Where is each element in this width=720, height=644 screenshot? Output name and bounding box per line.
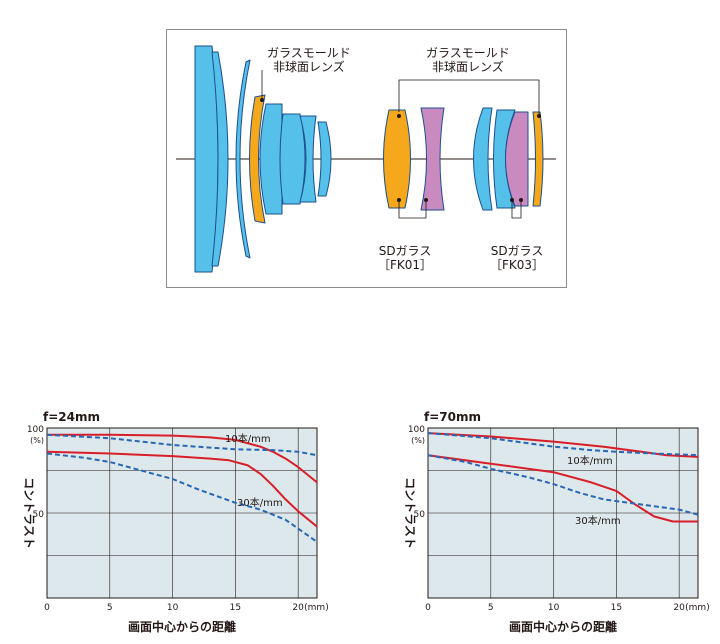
lens-element-2 (211, 51, 229, 267)
x-axis-label: 画面中心からの距離 (128, 619, 236, 634)
y-unit-label: (%) (30, 436, 44, 445)
callout-dot (260, 98, 264, 102)
lens-element-6 (279, 113, 306, 205)
callout-dot (424, 198, 428, 202)
y-tick-label: 100 (27, 425, 44, 435)
label-line: SDガラス (378, 244, 432, 258)
mtf-line-dashed (46, 452, 318, 543)
x-tick-label: 0 (44, 603, 50, 613)
label-line: ［FK01］ (378, 258, 433, 272)
callout-sd-2 (511, 200, 522, 219)
mtf-line-solid (46, 450, 318, 528)
lens-element-fk03-middle (420, 107, 445, 211)
series-annotation: 10本/mm (567, 454, 613, 467)
callout-dot (397, 198, 401, 202)
mtf-line-dashed (427, 454, 699, 516)
x-unit-label: (mm) (304, 603, 329, 613)
chart-title: f=24mm (43, 410, 100, 424)
x-tick-label: 5 (107, 603, 113, 613)
callout-dot (510, 198, 514, 202)
y-axis-label: コントラスト (22, 477, 36, 549)
callout-dot (397, 114, 401, 118)
x-tick-label: 20 (673, 603, 685, 613)
y-tick-label: 50 (33, 510, 45, 520)
x-tick-label: 5 (488, 603, 494, 613)
label-sd-glass-fk03: SDガラス ［FK03］ (490, 244, 544, 272)
x-tick-label: 15 (611, 603, 622, 613)
mtf-line-solid (427, 432, 699, 458)
lens-element-7 (299, 115, 317, 203)
label-line: ガラスモールド (267, 46, 351, 60)
series-annotation: 30本/mm (575, 514, 621, 527)
label-line: SDガラス (490, 244, 544, 258)
lens-element-5 (259, 103, 283, 215)
chart-title: f=70mm (424, 410, 481, 424)
mold-aspherical-lens-2 (532, 111, 544, 207)
label-mold-aspherical-1: ガラスモールド 非球面レンズ (267, 46, 351, 74)
callout-mold-2 (398, 79, 540, 116)
y-tick-label: 100 (408, 425, 425, 435)
lens-element-3 (235, 59, 251, 259)
mtf-line-dashed (427, 432, 699, 457)
label-line: 非球面レンズ (273, 60, 345, 74)
series-annotation: 10本/mm (225, 432, 271, 445)
sd-glass-fk01-lens (383, 109, 411, 209)
label-line: ガラスモールド (426, 46, 510, 60)
x-tick-label: 10 (167, 603, 179, 613)
label-sd-glass-fk01: SDガラス ［FK01］ (378, 244, 432, 272)
mtf-line-solid (427, 454, 698, 523)
sd-glass-fk03-lens (505, 111, 529, 207)
callout-dot (519, 198, 523, 202)
y-axis-label: コントラスト (403, 477, 417, 549)
x-tick-label: 20 (292, 603, 304, 613)
y-unit-label: (%) (411, 436, 425, 445)
x-tick-label: 10 (548, 603, 560, 613)
lens-element-rear-1 (473, 107, 493, 211)
mtf-line-solid (47, 433, 318, 484)
label-mold-aspherical-2: ガラスモールド 非球面レンズ (426, 46, 510, 74)
x-axis-label: 画面中心からの距離 (509, 619, 617, 634)
mold-aspherical-lens-1 (249, 94, 266, 224)
label-line: ［FK03］ (490, 258, 545, 272)
series-annotation: 30本/mm (237, 496, 283, 509)
mtf-line-dashed (46, 433, 318, 457)
x-unit-label: (mm) (685, 603, 710, 613)
x-tick-label: 0 (425, 603, 431, 613)
x-tick-label: 15 (230, 603, 241, 613)
callout-dot (537, 114, 541, 118)
y-tick-label: 50 (414, 510, 426, 520)
label-line: 非球面レンズ (432, 60, 504, 74)
lens-element-8 (317, 121, 332, 197)
callout-sd-1 (398, 200, 427, 219)
